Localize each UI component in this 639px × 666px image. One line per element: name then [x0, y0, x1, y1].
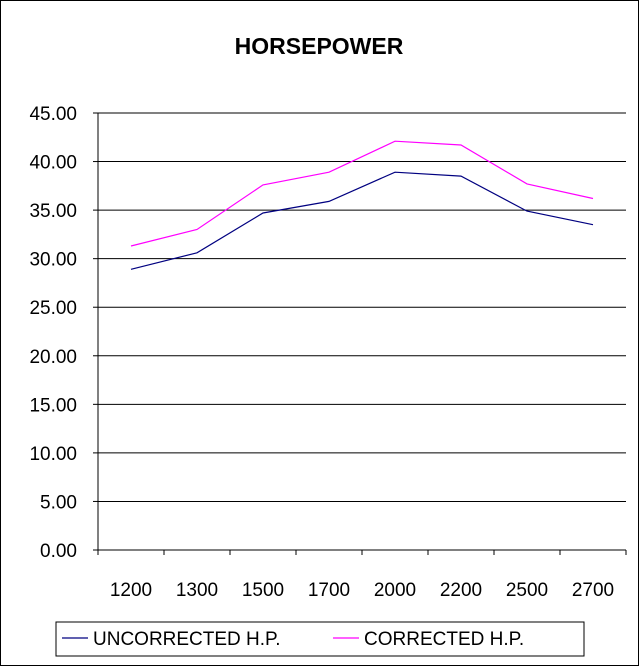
x-tick-label: 2500: [506, 580, 548, 601]
x-tick-label: 1700: [308, 580, 350, 601]
x-tick-label: 1200: [110, 580, 152, 601]
legend-label-corrected: CORRECTED H.P.: [364, 629, 524, 650]
legend-label-uncorrected: UNCORRECTED H.P.: [93, 629, 281, 650]
chart-title: HORSEPOWER: [235, 33, 404, 59]
x-tick-label: 1300: [176, 580, 218, 601]
y-tick-label: 35.00: [29, 201, 77, 222]
y-tick-label: 45.00: [29, 104, 77, 125]
x-tick-label: 2000: [374, 580, 416, 601]
y-tick-label: 15.00: [29, 395, 77, 416]
x-axis-tick-labels: 1200 1300 1500 1700 2000 2200 2500 2700: [110, 580, 614, 601]
y-tick-label: 20.00: [29, 347, 77, 368]
y-tick-label: 40.00: [29, 153, 77, 174]
series-lines: [130, 140, 594, 270]
x-tick-label: 1500: [242, 580, 284, 601]
gridlines: [98, 112, 626, 502]
y-axis-tick-labels: 0.00 5.00 10.00 15.00 20.00 25.00 30.00 35.00 40…: [29, 104, 77, 562]
x-tick-label: 2700: [572, 580, 614, 601]
legend-box: [55, 621, 585, 657]
y-tick-label: 10.00: [29, 444, 77, 465]
y-tick-label: 5.00: [40, 492, 77, 513]
corrected-hp-line: [130, 140, 594, 247]
axes: [93, 112, 627, 555]
x-tick-label: 2200: [440, 580, 482, 601]
y-tick-label: 30.00: [29, 250, 77, 271]
legend: UNCORRECTED H.P. CORRECTED H.P.: [55, 621, 585, 657]
y-tick-label: 25.00: [29, 298, 77, 319]
uncorrected-hp-line: [130, 171, 594, 270]
y-tick-label: 0.00: [40, 541, 77, 562]
